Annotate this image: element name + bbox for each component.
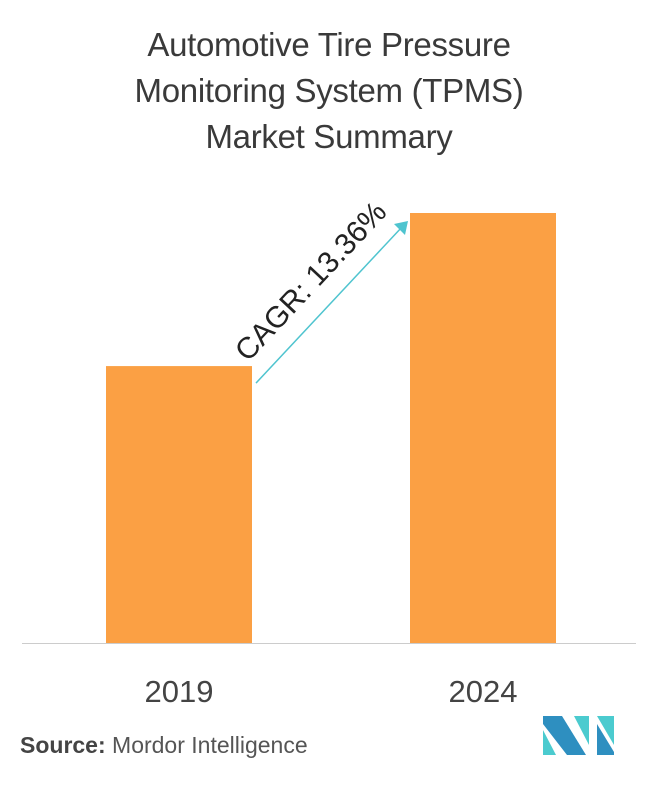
x-tick-label-2019: 2019: [145, 674, 214, 709]
source-value: Mordor Intelligence: [112, 732, 308, 758]
bar-2019: [106, 366, 252, 643]
cagr-label: CAGR: 13.36%: [229, 195, 393, 367]
logo-shape-1: [543, 716, 586, 755]
source-note: Source: Mordor Intelligence: [20, 732, 308, 759]
title-line-2: Monitoring System (TPMS): [134, 72, 524, 109]
logo-shape-2: [543, 730, 556, 755]
logo-shape-3: [574, 716, 589, 745]
title-line-3: Market Summary: [205, 118, 453, 155]
logo-shape-4: [597, 716, 614, 745]
source-label: Source:: [20, 732, 106, 758]
chart-title: Automotive Tire Pressure Monitoring Syst…: [0, 22, 658, 160]
cagr-arrow-head: [394, 221, 408, 235]
bar-2024: [410, 213, 556, 643]
mordor-logo: [543, 716, 614, 755]
logo-shape-5: [597, 724, 614, 755]
cagr-arrow-line: [255, 226, 403, 384]
x-tick-label-2024: 2024: [449, 674, 518, 709]
title-line-1: Automotive Tire Pressure: [147, 26, 511, 63]
